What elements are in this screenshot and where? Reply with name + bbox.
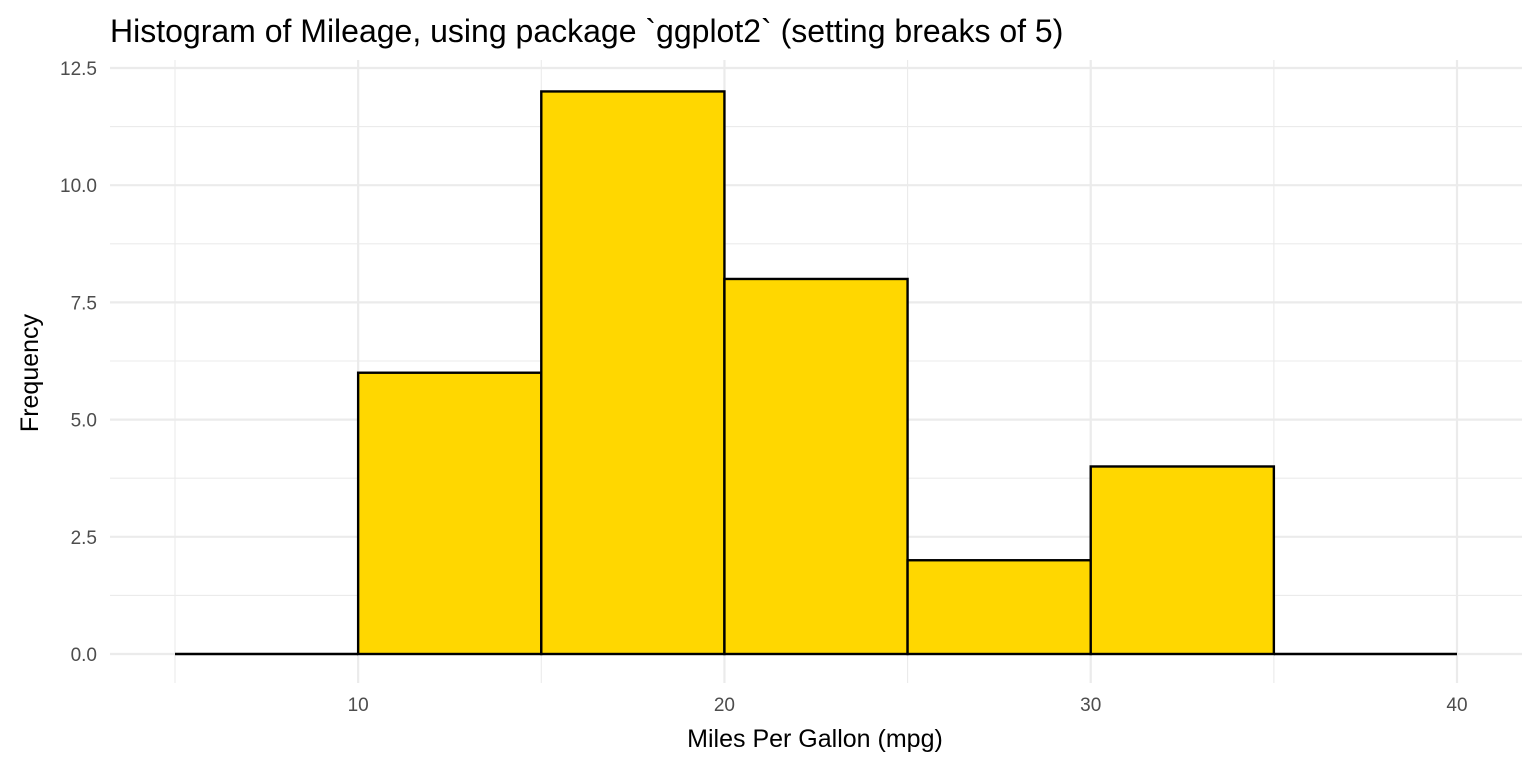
histogram-bar (356, 371, 543, 656)
histogram-bar (1089, 465, 1276, 656)
x-tick-label: 20 (714, 695, 735, 716)
y-tick-label: 5.0 (71, 411, 97, 432)
y-axis-tick-labels: 0.0 2.5 5.0 7.5 10.0 12.5 (60, 59, 97, 666)
x-tick-label: 30 (1080, 695, 1101, 716)
y-tick-label: 10.0 (60, 176, 97, 197)
x-tick-label: 40 (1446, 695, 1467, 716)
x-axis-tick-labels: 10 20 30 40 (348, 695, 1468, 716)
x-tick-label: 10 (348, 695, 369, 716)
histogram-bars (175, 90, 1457, 656)
y-tick-label: 0.0 (71, 645, 97, 666)
chart-title: Histogram of Mileage, using package `ggp… (110, 13, 1063, 49)
histogram-bar (906, 559, 1092, 656)
y-tick-label: 12.5 (60, 59, 97, 80)
y-tick-label: 7.5 (71, 293, 97, 314)
y-axis-title: Frequency (16, 313, 44, 432)
histogram-bar (540, 90, 726, 656)
histogram-bar (723, 277, 909, 656)
y-tick-label: 2.5 (71, 528, 97, 549)
x-axis-title: Miles Per Gallon (mpg) (687, 725, 943, 753)
